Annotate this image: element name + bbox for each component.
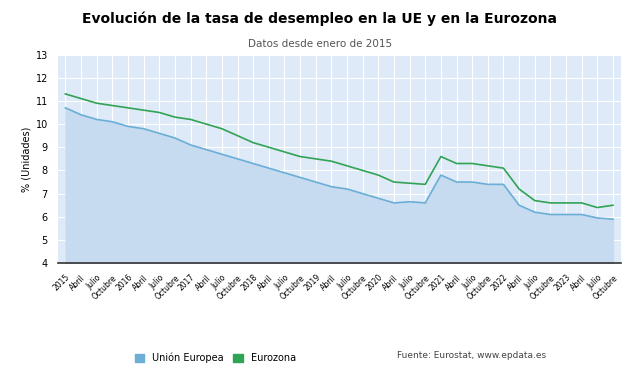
Text: Datos desde enero de 2015: Datos desde enero de 2015	[248, 39, 392, 50]
Text: Fuente: Eurostat, www.epdata.es: Fuente: Eurostat, www.epdata.es	[397, 351, 546, 360]
Y-axis label: % (Unidades): % (Unidades)	[21, 126, 31, 191]
Text: Evolución de la tasa de desempleo en la UE y en la Eurozona: Evolución de la tasa de desempleo en la …	[83, 11, 557, 26]
Legend: Unión Europea, Eurozona: Unión Europea, Eurozona	[131, 349, 300, 367]
